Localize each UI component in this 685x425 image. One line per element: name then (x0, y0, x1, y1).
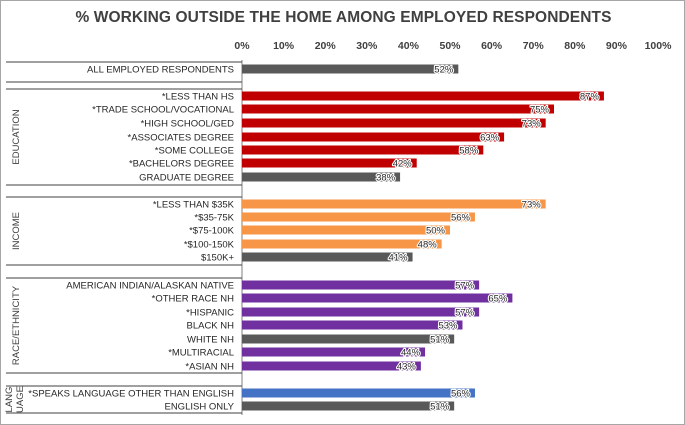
bar (242, 91, 604, 101)
bar (242, 64, 459, 74)
data-label: 44% (401, 348, 421, 359)
x-tick-label: 50% (439, 40, 461, 52)
group-label: LANG (4, 387, 15, 413)
category-label: *LESS THAN HS (162, 92, 234, 103)
x-tick-label: 70% (523, 40, 545, 52)
bar (242, 293, 513, 303)
category-label: *HISPANIC (186, 308, 234, 319)
category-label: *$100-150K (184, 240, 235, 251)
category-label: *$75-100K (189, 226, 235, 237)
category-label: AMERICAN INDIAN/ALASKAN NATIVE (66, 281, 234, 292)
category-label: *HIGH SCHOOL/GED (141, 119, 235, 130)
data-label: 43% (397, 362, 417, 373)
chart-title: % WORKING OUTSIDE THE HOME AMONG EMPLOYE… (75, 9, 612, 26)
bar (242, 225, 450, 235)
category-label: *OTHER RACE NH (152, 294, 234, 305)
bar (242, 307, 480, 317)
bar (242, 347, 426, 357)
category-label: *BACHELORS DEGREE (129, 159, 234, 170)
category-label: *ASSOCIATES DEGREE (128, 133, 234, 144)
x-tick-label: 80% (564, 40, 586, 52)
bar (242, 158, 417, 168)
data-label: 41% (389, 253, 409, 264)
x-tick-label: 20% (315, 40, 337, 52)
bar (242, 118, 546, 128)
bar (242, 361, 421, 371)
category-label: *LESS THAN $35K (153, 200, 235, 211)
data-label: 73% (522, 200, 542, 211)
data-label: 57% (455, 281, 475, 292)
data-label: 75% (530, 105, 550, 116)
category-label: GRADUATE DEGREE (139, 173, 234, 184)
category-label: BLACK NH (186, 321, 234, 332)
x-tick-label: 90% (606, 40, 628, 52)
x-tick-label: 60% (481, 40, 503, 52)
data-label: 38% (376, 173, 396, 184)
bar (242, 252, 413, 262)
bar (242, 104, 554, 114)
bar (242, 199, 546, 209)
bar (242, 145, 484, 155)
bar (242, 212, 475, 222)
bar (242, 401, 455, 411)
group-label-continued: UAGE (15, 386, 26, 413)
group-label: INCOME (11, 212, 22, 250)
group-label: EDUCATION (11, 109, 22, 164)
x-tick-label: 10% (273, 40, 295, 52)
data-label: 65% (488, 294, 508, 305)
x-tick-label: 40% (398, 40, 420, 52)
bar (242, 280, 480, 290)
category-label: ENGLISH ONLY (164, 402, 234, 413)
x-tick-label: 100% (645, 40, 673, 52)
bar (242, 320, 463, 330)
bar (242, 132, 505, 142)
data-label: 63% (480, 133, 500, 144)
category-label: *SOME COLLEGE (155, 146, 234, 157)
bar (242, 388, 475, 398)
category-label: $150K+ (201, 253, 234, 264)
group-label: RACE/ETHNICITY (11, 285, 22, 365)
data-label: 52% (434, 65, 454, 76)
data-label: 48% (418, 240, 438, 251)
data-label: 58% (459, 146, 479, 157)
category-label: ALL EMPLOYED RESPONDENTS (87, 65, 234, 76)
data-label: 87% (580, 92, 600, 103)
data-label: 57% (455, 308, 475, 319)
data-label: 53% (438, 321, 458, 332)
data-label: 50% (426, 226, 446, 237)
x-tick-label: 0% (234, 40, 250, 52)
category-label: *SPEAKS LANGUAGE OTHER THAN ENGLISH (28, 389, 234, 400)
data-label: 56% (451, 389, 471, 400)
category-label: *ASIAN NH (185, 362, 234, 373)
bar (242, 334, 455, 344)
category-label: *TRADE SCHOOL/VOCATIONAL (92, 105, 234, 116)
bar (242, 239, 442, 249)
data-label: 51% (430, 402, 450, 413)
bar (242, 172, 401, 182)
data-label: 56% (451, 213, 471, 224)
category-label: WHITE NH (187, 335, 234, 346)
data-label: 42% (393, 159, 413, 170)
x-tick-label: 30% (356, 40, 378, 52)
category-label: *MULTIRACIAL (168, 348, 234, 359)
data-label: 51% (430, 335, 450, 346)
data-label: 73% (522, 119, 542, 130)
category-label: *$35-75K (194, 213, 234, 224)
